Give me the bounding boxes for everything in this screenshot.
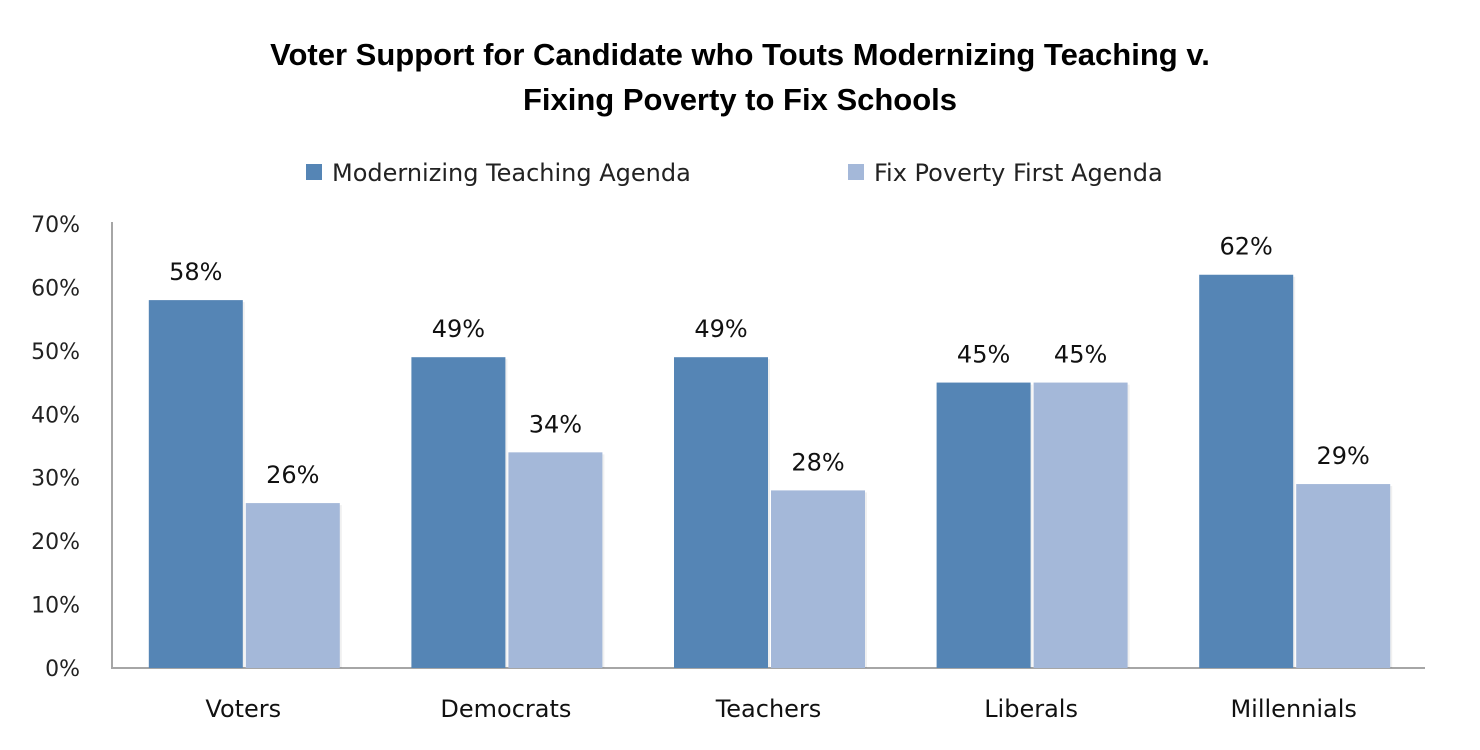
- data-label: 62%: [1220, 233, 1273, 261]
- x-category-label: Teachers: [715, 695, 822, 723]
- bar-fix-poverty-liberals: [1033, 382, 1128, 668]
- y-tick-label: 40%: [31, 403, 80, 428]
- bar-modernizing-teachers: [674, 357, 768, 668]
- x-category-label: Liberals: [984, 695, 1078, 723]
- bar-modernizing-liberals: [936, 382, 1031, 668]
- bar-fix-poverty-millennials: [1296, 484, 1391, 668]
- bar-fix-poverty-democrats: [508, 452, 603, 668]
- data-label: 45%: [1054, 341, 1107, 369]
- y-tick-label: 0%: [45, 657, 80, 682]
- data-label: 49%: [694, 315, 747, 343]
- chart-title-line-2: Fixing Poverty to Fix Schools: [523, 82, 957, 117]
- data-label: 45%: [957, 341, 1010, 369]
- bar-modernizing-voters: [148, 300, 243, 668]
- y-tick-label: 70%: [31, 213, 80, 238]
- legend-label-modernizing: Modernizing Teaching Agenda: [332, 159, 691, 187]
- data-label: 29%: [1317, 442, 1370, 470]
- x-category-label: Democrats: [440, 695, 571, 723]
- y-tick-label: 60%: [31, 276, 80, 301]
- legend-swatch-modernizing: [306, 164, 322, 180]
- legend-label-fix-poverty: Fix Poverty First Agenda: [874, 159, 1163, 187]
- x-category-label: Voters: [205, 695, 281, 723]
- legend-swatch-fix-poverty: [848, 164, 864, 180]
- data-label: 34%: [529, 410, 582, 438]
- data-label: 49%: [432, 315, 485, 343]
- y-tick-label: 10%: [31, 594, 80, 619]
- data-label: 28%: [791, 448, 844, 476]
- bar-fix-poverty-teachers: [771, 490, 865, 668]
- bar-fix-poverty-voters: [245, 503, 340, 668]
- data-label: 26%: [266, 461, 319, 489]
- bar-modernizing-democrats: [411, 357, 506, 668]
- chart-title-line-1: Voter Support for Candidate who Touts Mo…: [270, 37, 1210, 72]
- data-label: 58%: [169, 258, 222, 286]
- y-tick-label: 50%: [31, 340, 80, 365]
- x-category-label: Millennials: [1230, 695, 1356, 723]
- legend: Modernizing Teaching Agenda Fix Poverty …: [306, 159, 1163, 187]
- y-tick-label: 30%: [31, 467, 80, 492]
- y-tick-label: 20%: [31, 530, 80, 555]
- bar-modernizing-millennials: [1199, 274, 1294, 668]
